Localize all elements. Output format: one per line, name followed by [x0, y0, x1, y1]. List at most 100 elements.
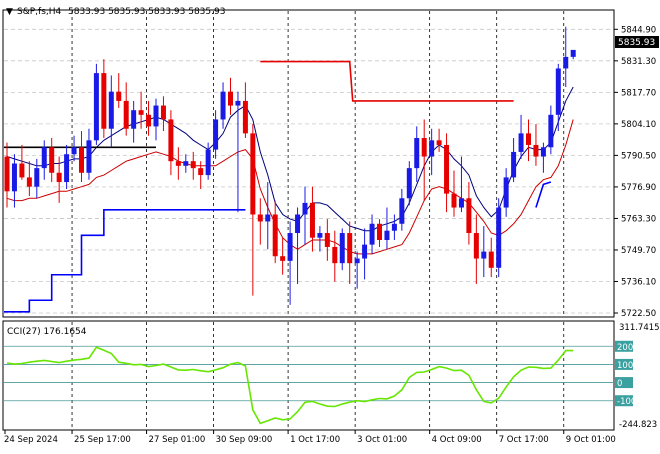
price-tick-label: 5817.70: [621, 88, 656, 98]
bearish-candle: [4, 156, 10, 192]
bearish-candle: [123, 100, 129, 129]
bullish-candle: [458, 198, 464, 208]
axis-labels: 5844.90 5831.30 5817.70 5804.10 5790.50 5776.…: [4, 25, 660, 445]
bearish-candle: [101, 73, 107, 129]
bearish-candle: [526, 133, 531, 145]
bearish-candle: [26, 177, 32, 187]
time-axis-label: 27 Sep 01:00: [149, 435, 206, 445]
bullish-candle: [302, 202, 308, 215]
bullish-candle: [391, 223, 397, 231]
bearish-candle: [272, 214, 278, 257]
trailing-stop-tail: [535, 181, 552, 208]
bearish-candle: [250, 133, 256, 215]
cci-series: [6, 346, 574, 425]
bearish-candle: [160, 105, 166, 120]
bearish-candle: [332, 246, 338, 264]
cci-scale-label: -244.823: [619, 420, 657, 430]
time-axis-label: 1 Oct 17:00: [290, 435, 340, 445]
bullish-candle: [563, 56, 569, 69]
bearish-candle: [444, 144, 450, 194]
cci-level-box: [615, 340, 633, 352]
bearish-candle: [190, 161, 196, 169]
bullish-candle: [235, 100, 241, 106]
price-tick-label: 5722.50: [621, 309, 656, 319]
bullish-candle: [354, 258, 360, 264]
bearish-candle: [56, 172, 62, 183]
menu-arrow-icon[interactable]: ▼: [6, 7, 13, 17]
cci-label: CCI(27) 176.1654: [7, 327, 87, 337]
bullish-candle: [34, 168, 40, 187]
bearish-candle: [466, 198, 472, 234]
bullish-candle: [183, 161, 189, 166]
price-tick-label: 5804.10: [621, 120, 656, 130]
symbol-label: S&P,fs,H4: [17, 7, 62, 17]
bullish-candle: [570, 49, 576, 57]
cci-level-label: 100: [617, 361, 633, 371]
bearish-candle: [146, 114, 152, 127]
bullish-candle: [317, 233, 323, 238]
bullish-candle: [548, 114, 554, 148]
bullish-candle: [518, 133, 524, 152]
bearish-candle: [175, 161, 181, 166]
bearish-candle: [168, 119, 174, 162]
bearish-candle: [116, 91, 122, 101]
bearish-candle: [79, 147, 84, 173]
bullish-candle: [555, 68, 561, 115]
bearish-candle: [488, 251, 494, 268]
time-axis-label: 7 Oct 17:00: [499, 435, 549, 445]
bearish-candle: [451, 193, 457, 208]
bullish-candle: [406, 168, 412, 199]
price-tick-label: 5776.90: [621, 183, 656, 193]
current-price-box: [615, 36, 659, 48]
bullish-candle: [86, 140, 92, 173]
bearish-candle: [421, 138, 427, 157]
bullish-candle: [339, 233, 345, 264]
bearish-candle: [533, 144, 539, 157]
trailing-stop-line: [4, 209, 246, 313]
bearish-candle: [138, 110, 144, 115]
ohlc-readout: 5833.93 5835.93 5833.93 5835.93: [68, 7, 225, 17]
bearish-candle: [309, 202, 315, 238]
bearish-candle: [228, 91, 233, 106]
fast-moving-average-line: [6, 86, 574, 232]
time-axis-label: 30 Sep 09:00: [216, 435, 273, 445]
price-panel-frame: [2, 9, 615, 318]
bullish-candle: [213, 119, 219, 150]
price-tick-label: 5844.90: [621, 25, 656, 35]
bullish-candle: [295, 214, 301, 234]
bullish-candle: [93, 73, 99, 141]
bullish-candle: [205, 149, 211, 176]
bullish-candle: [369, 223, 375, 245]
time-axis-label: 24 Sep 2024: [4, 435, 58, 445]
bearish-candle: [19, 163, 25, 178]
bearish-candle: [257, 214, 263, 222]
price-tick-label: 5736.10: [621, 277, 656, 287]
cci-level-label: 200: [617, 343, 633, 353]
bullish-candle: [481, 251, 487, 259]
current-price-label: 5835.93: [618, 38, 655, 48]
bullish-candle: [64, 154, 70, 183]
bullish-candle: [362, 244, 368, 259]
indicator-panel-frame: [2, 320, 615, 431]
bullish-candle: [287, 233, 293, 261]
cci-level-box: [615, 395, 633, 407]
bearish-candle: [347, 233, 353, 264]
time-axis-label: 4 Oct 09:00: [432, 435, 482, 445]
bullish-candle: [11, 163, 17, 192]
bearish-candle: [473, 233, 479, 259]
candlestick-series: [4, 26, 576, 305]
bullish-candle: [131, 110, 137, 129]
bearish-candle: [377, 223, 382, 240]
time-axis-label: 9 Oct 01:00: [566, 435, 616, 445]
cci-level-label: 0: [617, 379, 622, 389]
bullish-candle: [41, 147, 47, 169]
bullish-candle: [265, 214, 271, 222]
time-axis-label: 25 Sep 17:00: [74, 435, 131, 445]
bearish-candle: [49, 147, 55, 173]
resistance-line: [260, 60, 514, 102]
price-tick-label: 5790.50: [621, 151, 656, 161]
cci-level-box: [615, 358, 633, 370]
bullish-candle: [511, 151, 517, 178]
